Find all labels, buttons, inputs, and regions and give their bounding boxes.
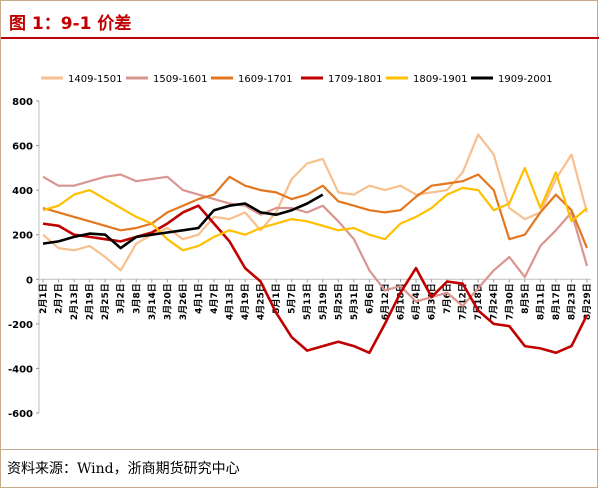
x-axis: 2月1日 2月7日 2月13日 2月19日 2月25日 3月2日 3月8日 3月14日 3月20… <box>38 279 593 320</box>
x-tick-label: 2月1日 <box>38 283 49 314</box>
x-tick-label: 5月7日 <box>287 283 298 314</box>
y-tick-label: 800 <box>12 97 33 108</box>
legend-label-1709-1801: 1709-1801 <box>328 74 383 85</box>
figure-title: 图 1：9-1 价差 <box>9 14 132 34</box>
y-axis: 800 600 400 200 0 -200 -400 -600 <box>8 97 39 420</box>
y-tick-label: -600 <box>8 409 33 420</box>
x-tick-label: 7月24日 <box>489 283 500 320</box>
x-tick-label: 8月17日 <box>551 283 562 320</box>
x-tick-label: 3月20日 <box>162 283 173 320</box>
x-tick-label: 5月1日 <box>271 283 282 314</box>
x-tick-label: 2月7日 <box>54 283 65 314</box>
x-tick-label: 3月26日 <box>178 283 189 320</box>
x-tick-label: 4月1日 <box>193 283 204 314</box>
x-tick-label: 6月6日 <box>364 283 375 314</box>
x-tick-label: 8月5日 <box>520 283 531 314</box>
x-tick-label: 5月31日 <box>349 283 360 320</box>
x-tick-label: 2月25日 <box>100 283 111 320</box>
x-tick-label: 5月19日 <box>318 283 329 320</box>
y-tick-label: 200 <box>12 231 33 242</box>
x-tick-label: 6月30日 <box>427 283 438 320</box>
y-tick-label: -200 <box>8 320 33 331</box>
y-tick-label: 600 <box>12 142 33 153</box>
x-tick-label: 4月7日 <box>209 283 220 314</box>
x-tick-label: 2月13日 <box>69 283 80 320</box>
y-tick-label: -400 <box>8 364 33 375</box>
y-tick-label: 0 <box>26 275 33 286</box>
source-bar: 资料来源：Wind，浙商期货研究中心 <box>1 449 599 489</box>
legend-label-1609-1701: 1609-1701 <box>238 74 293 85</box>
x-tick-label: 3月8日 <box>131 283 142 314</box>
x-tick-label: 3月14日 <box>147 283 158 320</box>
series-line-1809-1901 <box>42 166 588 252</box>
source-note: 资料来源：Wind，浙商期货研究中心 <box>7 461 240 477</box>
x-tick-label: 5月25日 <box>333 283 344 320</box>
x-tick-label: 7月6日 <box>442 283 453 314</box>
chart-area: 1409-1501 1509-1601 1609-1701 1709-1801 1809… <box>8 74 593 420</box>
legend-label-1509-1601: 1509-1601 <box>153 74 208 85</box>
series-line-1509-1601 <box>42 173 589 308</box>
x-tick-label: 4月19日 <box>240 283 251 320</box>
x-tick-label: 7月12日 <box>458 283 469 320</box>
x-tick-label: 8月11日 <box>535 283 546 320</box>
legend-label-1809-1901: 1809-1901 <box>413 74 468 85</box>
x-tick-label: 7月18日 <box>473 283 484 320</box>
x-tick-label: 3月2日 <box>116 283 127 314</box>
plot-area <box>38 101 591 413</box>
x-tick-label: 6月12日 <box>380 283 391 320</box>
x-tick-label: 8月23日 <box>566 283 577 320</box>
series-lines <box>42 133 589 355</box>
figure-header: 图 1：9-1 价差 <box>1 1 599 39</box>
x-tick-label: 6月18日 <box>395 283 406 320</box>
x-tick-label: 7月30日 <box>504 283 515 320</box>
legend-label-1409-1501: 1409-1501 <box>68 74 123 85</box>
series-line-1909-2001 <box>42 193 324 250</box>
y-tick-label: 400 <box>12 186 33 197</box>
x-tick-label: 4月13日 <box>225 283 236 320</box>
series-line-1609-1701 <box>42 173 589 249</box>
x-tick-label: 2月19日 <box>85 283 96 320</box>
legend-label-1909-2001: 1909-2001 <box>498 74 553 85</box>
x-tick-label: 8月29日 <box>582 283 593 320</box>
series-line-1409-1501 <box>42 133 589 272</box>
x-tick-label: 5月13日 <box>302 283 313 320</box>
x-tick-label: 4月25日 <box>256 283 267 320</box>
legend: 1409-1501 1509-1601 1609-1701 1709-1801 1809… <box>41 74 553 85</box>
